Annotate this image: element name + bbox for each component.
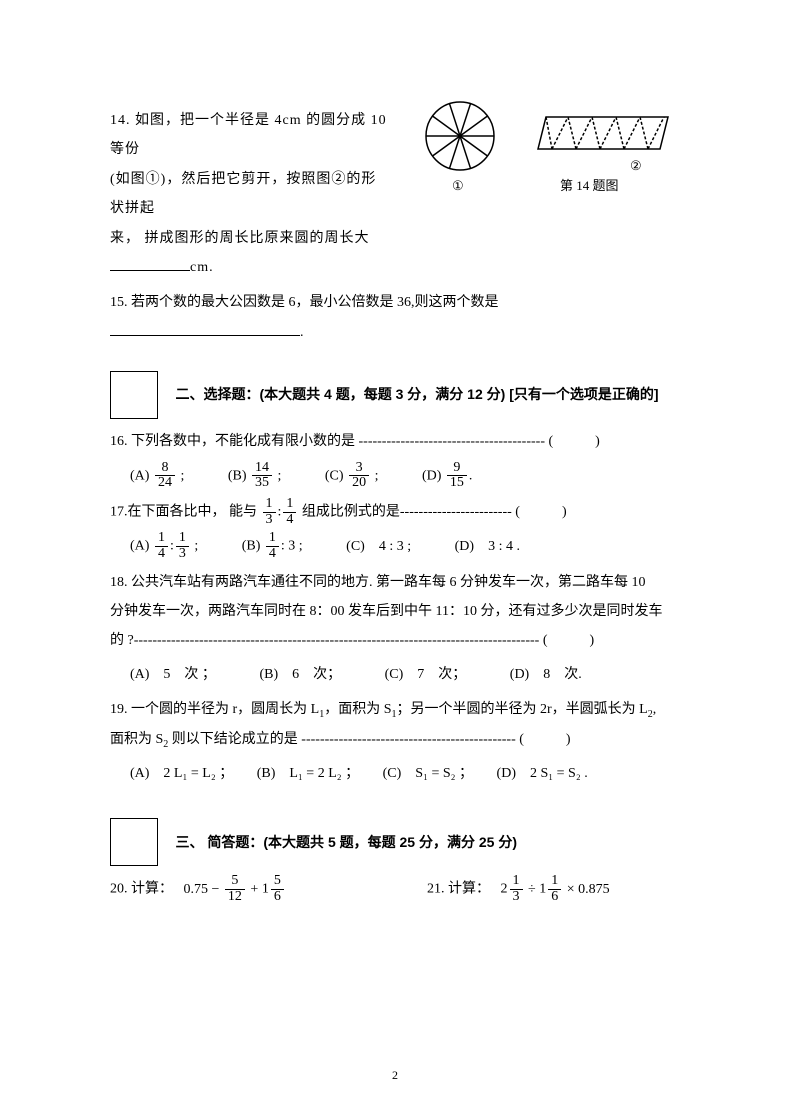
q18-opt-d[interactable]: (D) 8 次. (510, 660, 582, 689)
q14-line2: (如图①)，然后把它剪开，按照图②的形状拼起 (110, 165, 390, 224)
q15-dot: . (300, 325, 304, 340)
q18-opt-c[interactable]: (C) 7 次； (385, 660, 467, 689)
q14-label1: ① (452, 172, 464, 199)
q19-opt-b[interactable]: (B) L₁ = 2 L₂ ； (257, 759, 359, 788)
q18-line2: 分钟发车一次，两路汽车同时在 8：00 发车后到中午 11：10 分，还有过多少… (110, 597, 680, 626)
q15-blank[interactable] (110, 321, 300, 336)
questions-20-21-row: 20. 计算： 0.75 − 512 + 156 21. 计算： 213 ÷ 1… (110, 874, 680, 904)
q16-opt-b[interactable]: (B) 1435 ; (228, 461, 282, 491)
q20-label: 20. 计算： (110, 882, 166, 897)
section-3-header: 三、 简答题：(本大题共 5 题，每题 25 分，满分 25 分) (110, 818, 680, 866)
q14-caption: 第 14 题图 (560, 172, 619, 199)
q17-opt-b[interactable]: (B) 14: 3 ; (242, 531, 303, 561)
question-19: 19. 一个圆的半径为 r，圆周长为 L1，面积为 S1；另一个半圆的半径为 2… (110, 695, 680, 788)
q17-stem-a: 17.在下面各比中， 能与 (110, 504, 257, 519)
q15-text: 15. 若两个数的最大公因数是 6，最小公倍数是 36,则这两个数是 (110, 295, 499, 310)
q14-unit: cm. (190, 260, 214, 275)
q17-stem-b: 组成比例式的是------------------------ ( ) (302, 504, 567, 519)
q14-blank[interactable] (110, 256, 190, 271)
q16-opt-d[interactable]: (D) 915. (422, 461, 472, 491)
q14-label2: ② (630, 152, 642, 179)
q14-svg (410, 96, 680, 196)
q17-opt-a[interactable]: (A) 14:13 ; (130, 531, 198, 561)
q18-line3: 的 ?-------------------------------------… (110, 626, 680, 655)
q16-opt-a[interactable]: (A) 824 ; (130, 461, 184, 491)
exam-page: 14. 如图，把一个半径是 4cm 的圆分成 10 等份 (如图①)，然后把它剪… (0, 0, 790, 1118)
q14-line3a: 来， 拼成图形的周长比原来圆的周长大 (110, 231, 370, 246)
q14-figure: ① ② 第 14 题图 (410, 96, 680, 186)
q14-line1: 14. 如图，把一个半径是 4cm 的圆分成 10 等份 (110, 106, 390, 165)
section-3-score-box[interactable] (110, 818, 158, 866)
section-2-header: 二、选择题：(本大题共 4 题，每题 3 分，满分 12 分) [只有一个选项是… (110, 371, 680, 419)
section-3-title: 三、 简答题：(本大题共 5 题，每题 25 分，满分 25 分) (176, 828, 517, 857)
q18-opt-b[interactable]: (B) 6 次； (259, 660, 341, 689)
q18-opt-a[interactable]: (A) 5 次 ； (130, 660, 216, 689)
q19-opt-c[interactable]: (C) S₁ = S₂ ； (383, 759, 473, 788)
question-14: 14. 如图，把一个半径是 4cm 的圆分成 10 等份 (如图①)，然后把它剪… (110, 106, 680, 282)
section-2-score-box[interactable] (110, 371, 158, 419)
q16-stem: 16. 下列各数中，不能化成有限小数的是 -------------------… (110, 427, 680, 456)
q19-opt-a[interactable]: (A) 2 L₁ = L₂ ； (130, 759, 233, 788)
question-20: 20. 计算： 0.75 − 512 + 156 (110, 874, 424, 904)
q17-opt-d[interactable]: (D) 3 : 4 . (455, 532, 520, 561)
question-15: 15. 若两个数的最大公因数是 6，最小公倍数是 36,则这两个数是 . (110, 288, 680, 347)
q17-opt-c[interactable]: (C) 4 : 3 ; (346, 532, 411, 561)
q19-opt-d[interactable]: (D) 2 S₁ = S₂ . (497, 759, 588, 788)
q18-line1: 18. 公共汽车站有两路汽车通往不同的地方. 第一路车每 6 分钟发车一次，第二… (110, 568, 680, 597)
q21-label: 21. 计算： (427, 882, 483, 897)
question-18: 18. 公共汽车站有两路汽车通往不同的地方. 第一路车每 6 分钟发车一次，第二… (110, 568, 680, 690)
question-16: 16. 下列各数中，不能化成有限小数的是 -------------------… (110, 427, 680, 491)
page-number: 2 (0, 1063, 790, 1088)
section-2-title: 二、选择题：(本大题共 4 题，每题 3 分，满分 12 分) [只有一个选项是… (176, 380, 659, 409)
question-17: 17.在下面各比中， 能与 13:14 组成比例式的是-------------… (110, 497, 680, 562)
question-21: 21. 计算： 213 ÷ 116 × 0.875 (427, 874, 678, 904)
q16-opt-c[interactable]: (C) 320 ; (325, 461, 379, 491)
